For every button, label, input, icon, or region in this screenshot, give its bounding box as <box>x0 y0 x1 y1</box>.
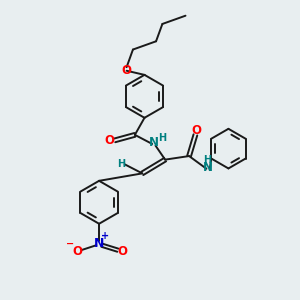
Text: +: + <box>101 231 109 241</box>
Text: O: O <box>192 124 202 137</box>
Text: O: O <box>105 134 115 147</box>
Text: N: N <box>203 160 213 174</box>
Text: H: H <box>159 133 167 143</box>
Text: O: O <box>118 245 128 258</box>
Text: N: N <box>94 237 104 250</box>
Text: N: N <box>149 136 159 149</box>
Text: H: H <box>203 155 211 165</box>
Text: O: O <box>72 245 82 258</box>
Text: O: O <box>122 64 132 77</box>
Text: −: − <box>66 238 74 249</box>
Text: H: H <box>117 159 125 169</box>
